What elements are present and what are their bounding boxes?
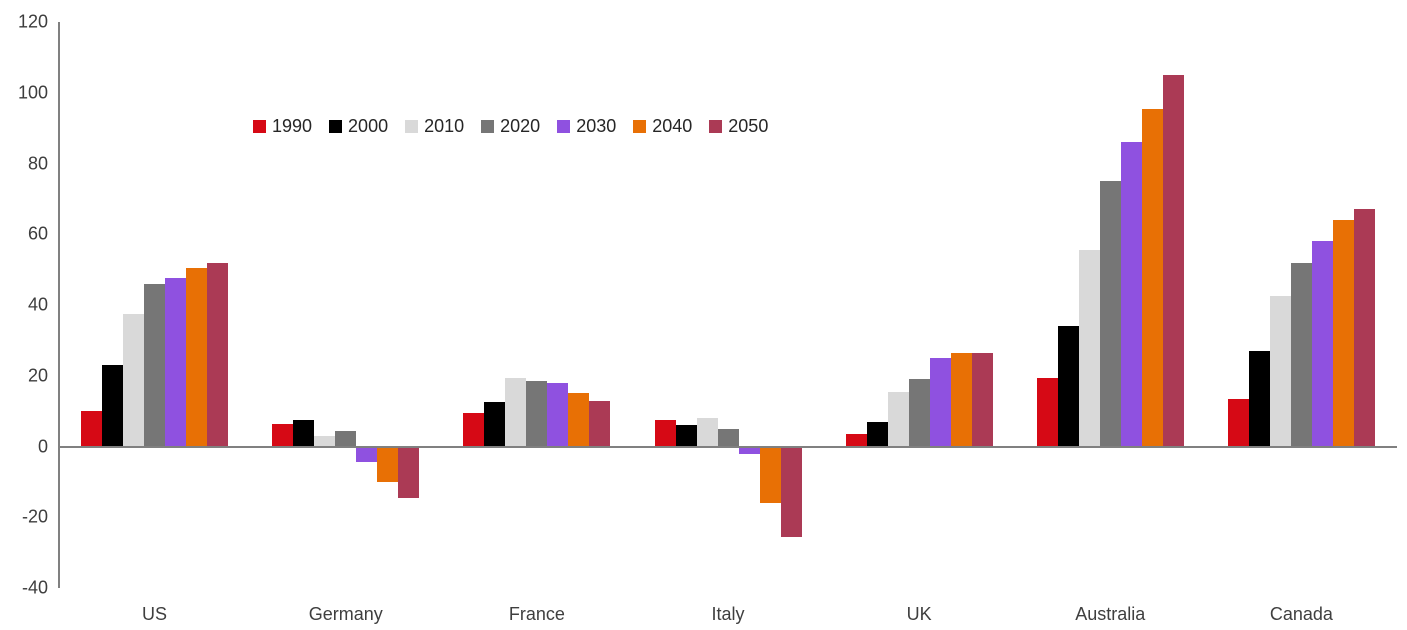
bar-us-1990 [81,411,103,447]
bar-australia-2040 [1141,108,1163,447]
bar-us-2000 [102,365,124,447]
bar-italy-2040 [759,446,781,504]
bar-france-1990 [463,412,485,447]
bar-uk-1990 [845,434,867,447]
bar-uk-2040 [950,352,972,447]
bar-germany-2010 [314,435,336,447]
bar-france-2000 [484,402,506,447]
x-category-label: Australia [1075,604,1146,624]
legend-item-2050: 2050 [709,116,768,137]
y-tick-label: -40 [21,577,48,598]
bar-us-2020 [144,283,166,447]
bar-canada-2020 [1290,262,1312,447]
bar-canada-2050 [1353,209,1375,447]
legend-item-2010: 2010 [405,116,464,137]
bar-germany-2000 [293,419,315,447]
bar-italy-2030 [738,446,760,454]
bar-germany-2020 [335,430,357,447]
bar-italy-2020 [717,428,739,447]
legend-label: 2040 [652,116,693,136]
bar-france-2030 [547,382,569,447]
legend-label: 2010 [424,116,465,136]
bar-uk-2000 [866,421,888,447]
bar-us-2010 [123,313,145,447]
legend-item-1990: 1990 [253,116,312,137]
legend-swatch-icon [405,120,419,133]
legend-label: 1990 [272,116,313,136]
bar-australia-1990 [1036,377,1058,447]
y-tick-label: 20 [27,365,48,386]
legend-swatch-icon [253,120,266,133]
bar-australia-2050 [1162,75,1184,447]
bar-italy-2000 [675,425,697,447]
bar-us-2030 [165,278,187,447]
legend-label: 2050 [728,116,769,136]
bar-uk-2030 [929,358,951,447]
x-category-label: US [142,604,168,624]
bar-uk-2010 [887,391,909,447]
bar-germany-2030 [356,446,378,463]
bar-germany-2050 [398,446,420,498]
bar-canada-2040 [1332,220,1354,447]
x-axis-zero-line [59,445,1397,448]
bar-australia-2030 [1120,142,1142,447]
legend-label: 2000 [348,116,389,136]
y-tick-label: -20 [21,506,48,527]
y-axis-line [58,22,60,588]
bar-italy-1990 [654,419,676,447]
bar-australia-2000 [1057,326,1079,447]
y-tick-label: 100 [17,82,48,103]
legend-swatch-icon [481,120,495,133]
bar-france-2010 [505,377,527,447]
bar-australia-2010 [1078,250,1100,447]
legend-swatch-icon [329,120,343,133]
bar-germany-1990 [272,423,294,447]
x-category-label: UK [906,604,932,624]
y-tick-label: 120 [17,11,48,32]
legend-item-2000: 2000 [329,116,388,137]
y-tick-label: 0 [37,436,48,456]
legend: 1990 2000 2010 2020 2030 2040 2050 [253,116,768,137]
bar-us-2050 [207,262,229,447]
legend-item-2020: 2020 [481,116,540,137]
bar-canada-1990 [1227,398,1249,447]
bar-germany-2040 [377,446,399,482]
x-category-label: France [508,604,565,624]
bar-uk-2050 [971,352,993,447]
legend-item-2030: 2030 [557,116,616,137]
legend-label: 2020 [500,116,541,136]
bar-france-2020 [526,381,548,447]
y-tick-label: 80 [27,153,48,173]
bar-uk-2020 [908,379,930,447]
x-category-label: Germany [308,604,383,624]
bar-france-2040 [568,393,590,447]
bar-canada-2000 [1248,350,1270,447]
bar-us-2040 [186,267,208,447]
bar-canada-2010 [1269,296,1291,447]
bar-italy-2010 [696,418,718,447]
legend-label: 2030 [576,116,617,136]
bar-france-2050 [589,400,611,447]
bar-canada-2030 [1311,241,1333,447]
bar-australia-2020 [1099,181,1121,447]
y-tick-label: 60 [27,223,48,244]
bar-italy-2050 [780,446,802,537]
legend-swatch-icon [709,120,723,133]
y-tick-label: 40 [27,294,48,315]
x-category-label: Canada [1269,604,1333,624]
legend-swatch-icon [633,120,647,133]
x-category-label: Italy [711,604,745,624]
legend-item-2040: 2040 [633,116,692,137]
legend-swatch-icon [557,120,571,133]
